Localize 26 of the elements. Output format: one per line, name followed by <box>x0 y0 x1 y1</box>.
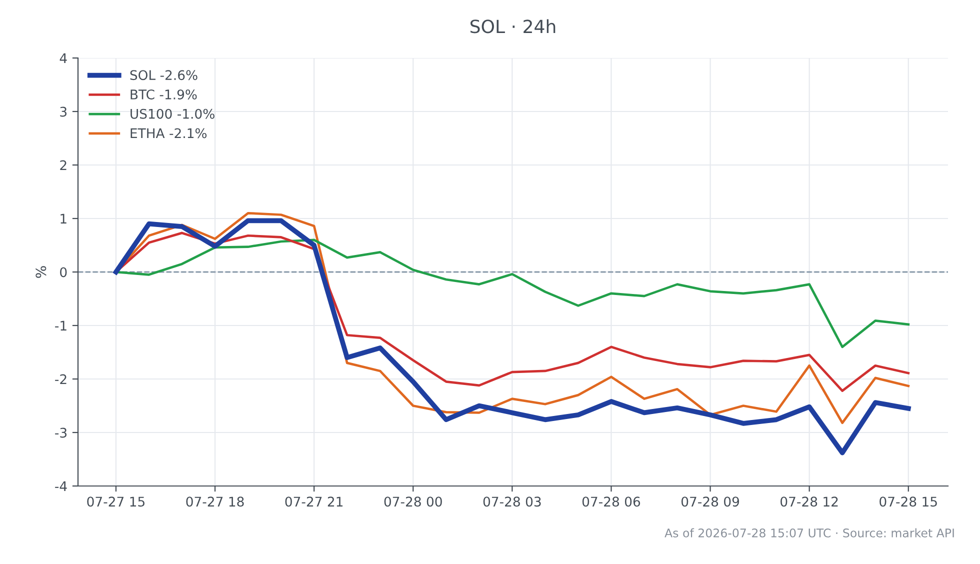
y-tick-label: 3 <box>60 106 67 117</box>
legend-label: ETHA -2.1% <box>130 128 207 138</box>
x-tick-label: 07-28 00 <box>384 496 442 507</box>
legend-label: BTC -1.9% <box>130 89 197 100</box>
y-tick-label: 4 <box>60 53 67 64</box>
y-tick-label: -1 <box>55 320 66 331</box>
text: As of 2026-07-28 15:07 UTC · Source: market API <box>664 528 954 538</box>
x-tick-label: 07-27 15 <box>87 496 144 507</box>
y-tick-label: 2 <box>60 160 66 170</box>
y-tick-label: -2 <box>55 374 66 384</box>
y-axis-title: % <box>36 266 46 278</box>
x-tick-label: 07-27 21 <box>285 496 343 507</box>
x-tick-label: 07-28 09 <box>681 496 740 507</box>
x-tick-label: 07-28 12 <box>780 496 838 507</box>
y-tick-label: 1 <box>60 214 66 224</box>
y-tick-label: 0 <box>60 267 67 278</box>
y-tick-label: -4 <box>55 481 67 492</box>
y-tick-label: -3 <box>55 428 67 438</box>
x-tick-label: 07-28 03 <box>483 496 541 507</box>
chart-title: SOL · 24h <box>470 19 556 34</box>
x-tick-label: 07-28 15 <box>880 496 937 507</box>
legend-label: SOL -2.6% <box>130 70 198 80</box>
legend-label: US100 -1.0% <box>130 108 214 119</box>
line-series <box>114 218 911 456</box>
x-tick-label: 07-28 06 <box>582 496 640 507</box>
x-tick-label: 07-27 18 <box>186 496 244 507</box>
